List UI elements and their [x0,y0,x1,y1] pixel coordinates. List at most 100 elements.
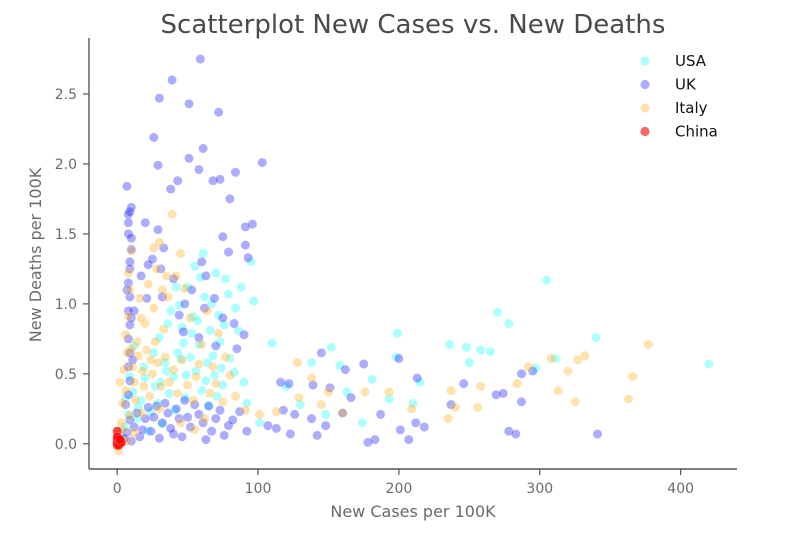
point-italy-96 [189,424,200,435]
point-italy-83 [193,359,204,369]
point-uk-18 [126,202,137,213]
point-uk-32 [124,256,135,267]
point-italy-21 [316,399,327,410]
point-usa-50 [123,409,134,420]
point-usa-97 [219,319,230,330]
point-uk-121 [227,415,238,425]
point-italy-98 [126,343,137,354]
point-usa-98 [186,328,197,339]
point-italy-9 [523,361,534,372]
y-axis-label: New Deaths per 100K [26,167,45,342]
point-italy-39 [171,270,182,281]
point-uk-52 [275,377,286,388]
point-uk-8 [153,160,163,171]
x-axis-ticks: 0 100 200 300 400 [113,469,694,497]
x-tick-label-4: 400 [667,481,694,497]
legend-marker-italy [640,103,650,113]
point-uk-102 [129,422,139,432]
point-italy-13 [446,385,456,396]
point-usa-49 [127,387,138,397]
point-uk-105 [206,426,217,437]
point-italy-68 [136,408,146,418]
point-italy-18 [360,387,370,397]
point-italy-12 [450,402,461,413]
point-usa-28 [246,256,256,267]
point-usa-24 [295,399,306,410]
point-usa-13 [391,352,401,362]
point-italy-59 [117,398,128,409]
point-italy-14 [472,402,483,413]
point-china-13 [115,434,125,445]
legend-marker-china [640,126,650,137]
point-uk-13 [215,174,225,185]
point-usa-51 [119,422,130,432]
point-italy-87 [161,270,172,281]
point-uk-63 [498,388,509,399]
point-italy-66 [130,395,141,406]
point-uk-67 [337,408,348,418]
point-usa-38 [177,322,187,333]
point-uk-7 [257,157,268,168]
point-usa-54 [210,268,221,278]
point-uk-76 [362,437,373,448]
point-italy-99 [136,312,146,323]
point-italy-56 [122,347,132,358]
point-uk-15 [165,184,176,194]
point-italy-67 [133,350,144,361]
point-usa-94 [155,377,166,388]
point-italy-33 [202,305,213,316]
legend-marker-usa [640,56,650,66]
point-uk-51 [340,364,351,375]
point-usa-70 [148,347,159,358]
point-uk-83 [510,429,521,439]
point-usa-83 [212,391,223,402]
y-tick-label-5: 2.5 [55,87,77,103]
point-usa-92 [171,282,182,292]
point-uk-23 [140,217,151,228]
point-italy-31 [213,328,224,339]
x-tick-label-2: 200 [386,481,413,497]
point-usa-22 [267,338,277,348]
point-italy-71 [144,391,155,402]
point-uk-115 [137,424,148,435]
point-uk-21 [247,219,258,229]
point-uk-72 [241,426,252,437]
point-uk-113 [148,412,159,423]
point-usa-21 [306,357,317,368]
point-uk-74 [285,429,296,439]
point-italy-7 [553,385,563,396]
x-tick-label-1: 100 [245,481,272,497]
point-usa-5 [550,353,561,364]
point-usa-35 [193,339,204,350]
y-tick-label-3: 1.5 [55,227,77,243]
point-uk-141 [147,254,158,264]
point-italy-58 [119,364,130,375]
point-italy-69 [138,381,149,392]
point-uk-59 [458,378,469,389]
point-uk-125 [123,389,134,400]
point-uk-96 [162,408,173,418]
point-uk-142 [179,298,190,309]
point-uk-75 [312,430,323,441]
point-usa-17 [367,374,377,385]
point-uk-41 [199,303,210,313]
point-uk-110 [165,423,176,434]
point-uk-25 [123,228,134,239]
point-italy-94 [154,403,165,414]
point-uk-94 [174,413,185,424]
point-usa-58 [179,392,190,403]
point-italy-88 [157,284,168,295]
point-uk-20 [123,209,134,220]
point-uk-35 [136,270,146,281]
point-italy-82 [188,395,199,406]
point-uk-92 [185,422,196,432]
point-usa-72 [129,340,139,351]
point-italy-3 [580,350,590,361]
point-usa-57 [191,366,201,376]
point-usa-4 [591,332,601,343]
point-uk-133 [123,277,134,288]
point-usa-59 [203,401,214,411]
point-uk-93 [179,395,190,406]
point-uk-116 [131,408,142,418]
point-uk-100 [140,413,151,424]
